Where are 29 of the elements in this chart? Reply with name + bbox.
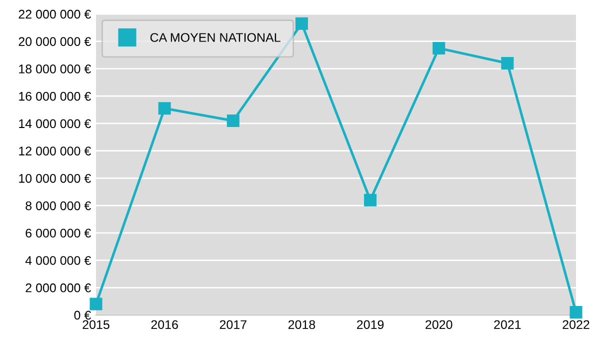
- legend-label: CA MOYEN NATIONAL: [150, 33, 280, 42]
- y-tick-label: 8 000 000 €: [26, 201, 91, 210]
- y-tick-label: 20 000 000 €: [18, 37, 91, 46]
- y-tick-label: 14 000 000 €: [19, 119, 91, 128]
- point: [295, 17, 308, 30]
- x-tick-label: 2020: [426, 320, 452, 330]
- point: [432, 42, 446, 54]
- y-tick-label: 2 000 000 €: [26, 283, 91, 292]
- point: [570, 306, 582, 319]
- y-tick-label: 22 000 000 €: [18, 10, 91, 19]
- point: [226, 114, 240, 127]
- x-tick-label: 2017: [220, 320, 246, 330]
- x-tick-label: 2022: [562, 320, 590, 330]
- x-tick-label: 2021: [494, 320, 521, 330]
- x-tick-label: 2016: [151, 320, 178, 330]
- y-tick-label: 16 000 000 €: [19, 92, 91, 101]
- point: [501, 57, 514, 70]
- point: [90, 298, 102, 310]
- y-tick-label: 6 000 000 €: [26, 228, 91, 238]
- y-tick-label: 18 000 000 €: [19, 64, 91, 74]
- point: [364, 194, 377, 206]
- y-tick-label: 12 000 000 €: [19, 146, 91, 156]
- y-tick-label: 0 €: [74, 310, 91, 320]
- x-tick-label: 2015: [82, 320, 110, 330]
- x-tick-label: 2019: [357, 320, 384, 330]
- y-tick-label: 10 000 000 €: [19, 174, 91, 183]
- y-tick-label: 4 000 000 €: [25, 256, 91, 265]
- point: [158, 102, 171, 115]
- x-tick-label: 2018: [288, 320, 316, 330]
